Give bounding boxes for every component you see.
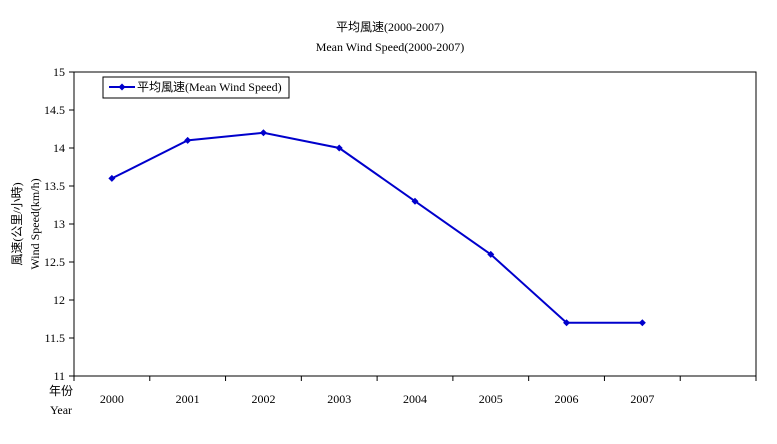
y-axis-label-zh: 風速(公里/小時) xyxy=(10,182,24,265)
series-line xyxy=(111,131,643,324)
chart-subtitle: Mean Wind Speed(2000-2007) xyxy=(316,40,465,54)
data-point-marker xyxy=(184,136,192,144)
data-point-marker xyxy=(259,129,267,137)
x-tick-label: 2004 xyxy=(403,392,427,406)
legend-label: 平均風速(Mean Wind Speed) xyxy=(137,80,282,94)
x-tick-label: 2003 xyxy=(327,392,351,406)
x-axis-label-zh: 年份 xyxy=(49,384,73,398)
y-axis-label-en: Wind Speed(km/h) xyxy=(28,178,42,269)
chart-title: 平均風速(2000-2007) xyxy=(336,20,444,34)
x-tick-label: 2000 xyxy=(100,392,124,406)
legend-box xyxy=(102,76,290,99)
y-tick-label: 12.5 xyxy=(44,255,65,269)
data-point-marker xyxy=(411,197,419,205)
x-axis-label-en: Year xyxy=(50,403,72,417)
legend-diamond-marker xyxy=(118,83,126,91)
data-point-marker xyxy=(108,174,116,182)
y-tick-label: 13.5 xyxy=(44,179,65,193)
y-tick-label: 11 xyxy=(53,369,65,383)
y-tick-label: 12 xyxy=(53,293,65,307)
legend: 平均風速(Mean Wind Speed) xyxy=(102,76,290,99)
y-tick-label: 13 xyxy=(53,217,65,231)
x-axis-ticks: 2000 2001 2002 2003 2004 2005 2006 2007 xyxy=(73,376,757,406)
x-tick-label: 2005 xyxy=(479,392,503,406)
data-point-marker xyxy=(563,319,571,327)
y-tick-label: 15 xyxy=(53,65,65,79)
x-tick-label: 2006 xyxy=(555,392,579,406)
x-tick-label: 2002 xyxy=(251,392,275,406)
data-point-marker xyxy=(638,319,646,327)
x-tick-label: 2001 xyxy=(176,392,200,406)
y-axis-ticks: 11 11.5 12 12.5 13 13.5 14 14.5 15 xyxy=(44,65,74,383)
series-group xyxy=(108,129,646,327)
y-tick-label: 11.5 xyxy=(44,331,65,345)
plot-area xyxy=(73,71,757,377)
data-point-marker xyxy=(335,144,343,152)
data-point-marker xyxy=(487,250,495,258)
y-tick-label: 14 xyxy=(53,141,65,155)
x-tick-label: 2007 xyxy=(630,392,654,406)
y-tick-label: 14.5 xyxy=(44,103,65,117)
